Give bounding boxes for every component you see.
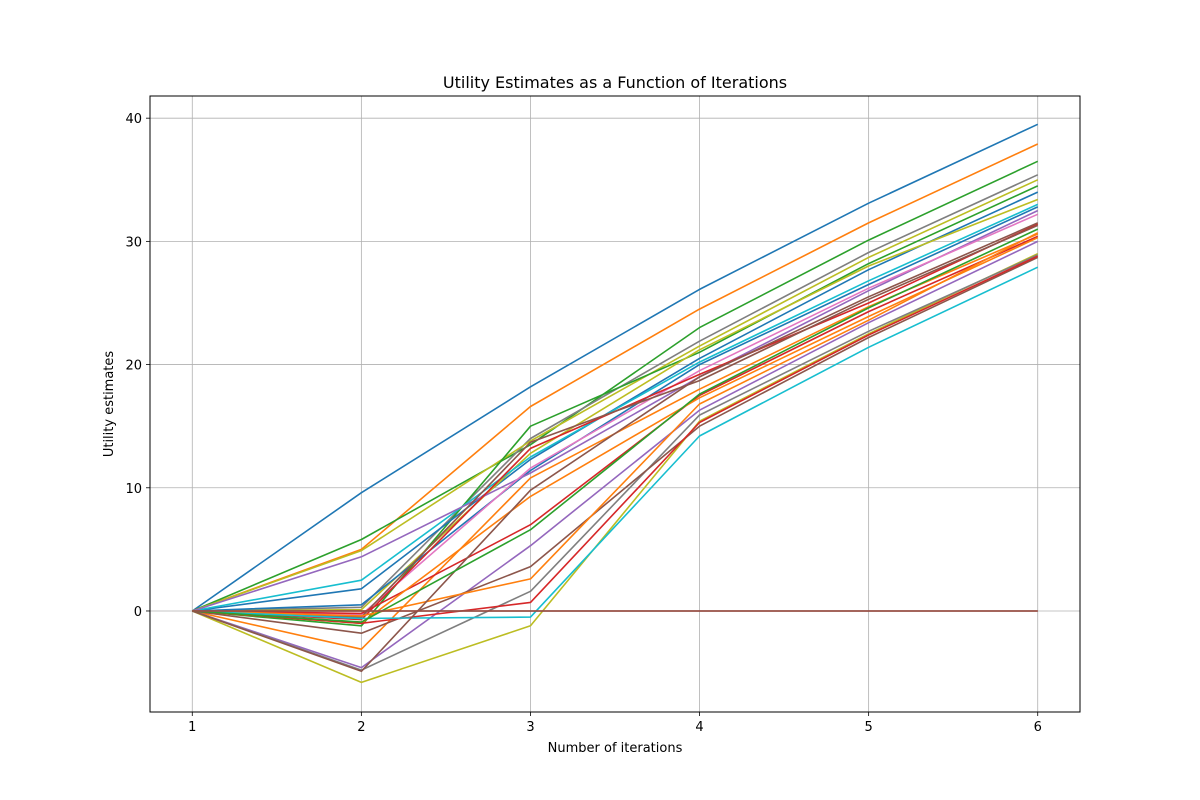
- y-tick-label: 10: [125, 482, 142, 497]
- series-line-11: [192, 209, 1039, 612]
- series-line-17: [192, 240, 1039, 669]
- y-tick-label: 20: [125, 359, 142, 374]
- x-tick-label: 4: [695, 720, 703, 735]
- chart-title: Utility Estimates as a Function of Itera…: [443, 73, 787, 92]
- x-tick-label: 3: [526, 720, 534, 735]
- series-lines: [191, 123, 1039, 684]
- series-line-24: [192, 266, 1039, 620]
- series-line-8: [192, 198, 1038, 612]
- y-tick-label: 0: [134, 605, 142, 620]
- series-line-26: [192, 228, 1039, 623]
- series-line-5: [192, 179, 1039, 612]
- series-line-2: [192, 143, 1039, 612]
- series-line-12: [192, 213, 1039, 616]
- series-line-1: [191, 123, 1039, 612]
- x-tick-label: 6: [1034, 720, 1042, 735]
- series-line-25: [192, 222, 1039, 673]
- series-line-20: [192, 254, 1039, 671]
- plot-frame: [149, 95, 1081, 713]
- x-tick-label: 1: [188, 720, 196, 735]
- y-axis-ticks: 0 10 20 30 40: [125, 112, 150, 620]
- series-line-19: [191, 252, 1039, 684]
- y-tick-label: 40: [125, 112, 142, 127]
- x-tick-label: 5: [864, 720, 872, 735]
- series-line-21: [192, 256, 1039, 635]
- y-tick-label: 30: [125, 235, 142, 250]
- x-axis-label: Number of iterations: [548, 741, 683, 756]
- series-line-13: [192, 223, 1039, 621]
- series-line-23: [192, 255, 1039, 625]
- series-line-9: [192, 203, 1039, 612]
- series-line-16: [192, 235, 1039, 615]
- series-line-14: [192, 224, 1039, 618]
- x-axis-ticks: 1 2 3 4 5 6: [188, 712, 1042, 735]
- series-line-10: [192, 206, 1039, 612]
- series-line-22: [192, 232, 1039, 617]
- series-line-6: [192, 185, 1039, 627]
- series-line-3: [191, 160, 1039, 612]
- y-axis-label: Utility estimates: [102, 351, 117, 458]
- x-tick-label: 2: [357, 720, 365, 735]
